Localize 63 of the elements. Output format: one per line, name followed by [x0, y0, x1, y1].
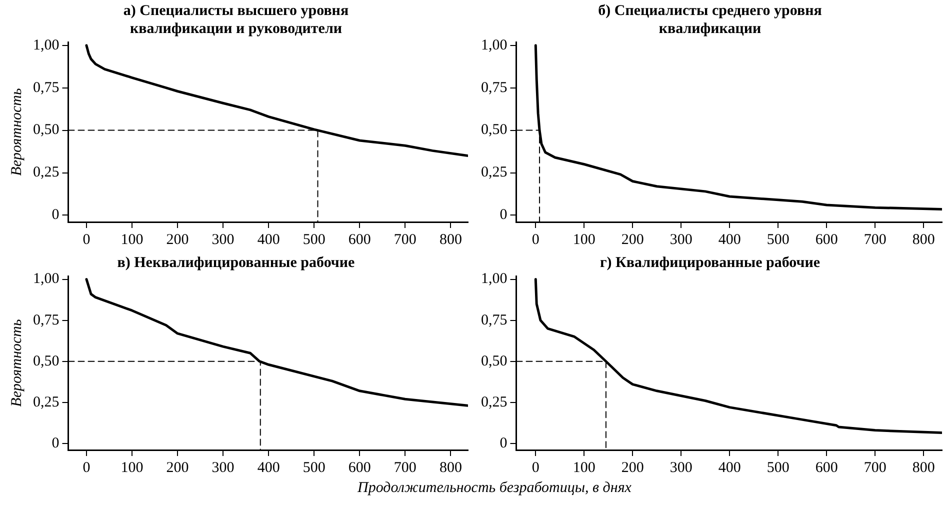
x-tick-label: 300	[670, 460, 692, 476]
y-tick-label: 1,00	[481, 271, 508, 288]
x-tick-label: 600	[348, 232, 371, 248]
x-tick-label: 0	[82, 232, 90, 248]
y-tick-label: 0	[500, 207, 508, 224]
y-tick-label: 0	[52, 435, 60, 452]
y-tick-label: 0,25	[481, 394, 508, 410]
x-tick-label: 200	[166, 232, 189, 248]
y-axis-title: Вероятность	[8, 88, 25, 176]
x-tick-label: 0	[532, 232, 540, 248]
x-tick-label: 400	[718, 460, 741, 476]
y-tick-label: 0,75	[33, 80, 60, 96]
y-tick-label: 1,00	[33, 37, 60, 54]
y-tick-label: 0,25	[481, 164, 508, 181]
x-tick-label: 400	[718, 232, 741, 248]
y-tick-label: 0,25	[33, 164, 60, 181]
x-tick-label: 200	[621, 460, 644, 476]
x-tick-label: 500	[766, 232, 790, 248]
x-tick-label: 500	[302, 232, 326, 248]
y-tick-label: 1,00	[33, 271, 60, 288]
chart-title: г) Квалифицированные рабочие	[600, 254, 820, 271]
x-tick-label: 100	[120, 460, 144, 476]
x-tick-label: 800	[912, 460, 935, 476]
y-tick-label: 0,75	[33, 312, 60, 328]
y-axis-title: Вероятность	[8, 318, 25, 407]
y-tick-label: 0,50	[33, 122, 60, 138]
x-axis-title: Продолжительность безработицы, в днях	[356, 480, 632, 497]
x-tick-label: 500	[766, 460, 790, 476]
y-tick-label: 0,25	[33, 394, 60, 410]
x-tick-label: 300	[212, 460, 234, 476]
y-tick-label: 1,00	[481, 37, 508, 54]
x-tick-label: 800	[439, 232, 462, 248]
x-tick-label: 0	[532, 460, 540, 476]
chart-title: а) Специалисты высшего уровня квалификации и руководители	[123, 2, 349, 37]
y-tick-label: 0,50	[481, 353, 508, 370]
x-tick-label: 700	[864, 460, 886, 476]
x-tick-label: 700	[864, 232, 886, 248]
x-tick-label: 700	[394, 460, 416, 476]
x-tick-label: 800	[439, 460, 462, 476]
x-tick-label: 400	[257, 232, 280, 248]
y-tick-label: 0,75	[481, 312, 508, 328]
x-tick-label: 400	[257, 460, 280, 476]
x-tick-label: 700	[394, 232, 416, 248]
chart-title: б) Специалисты среднего уровня квалификации	[598, 2, 822, 37]
x-tick-label: 600	[815, 232, 838, 248]
x-tick-label: 500	[302, 460, 326, 476]
x-tick-label: 100	[120, 232, 144, 248]
x-tick-label: 200	[166, 460, 189, 476]
x-tick-label: 300	[670, 232, 692, 248]
x-tick-label: 100	[572, 460, 596, 476]
y-tick-label: 0,50	[33, 353, 60, 370]
y-tick-label: 0	[500, 435, 508, 452]
x-tick-label: 300	[212, 232, 234, 248]
y-tick-label: 0	[52, 207, 60, 224]
x-tick-label: 600	[348, 460, 371, 476]
x-tick-label: 0	[82, 460, 90, 476]
x-tick-label: 600	[815, 460, 838, 476]
chart-title: в) Неквалифицированные рабочие	[117, 254, 356, 271]
y-tick-label: 0,75	[481, 80, 508, 96]
y-tick-label: 0,50	[481, 122, 508, 138]
x-tick-label: 200	[621, 232, 644, 248]
x-tick-label: 800	[912, 232, 935, 248]
x-tick-label: 100	[572, 232, 596, 248]
